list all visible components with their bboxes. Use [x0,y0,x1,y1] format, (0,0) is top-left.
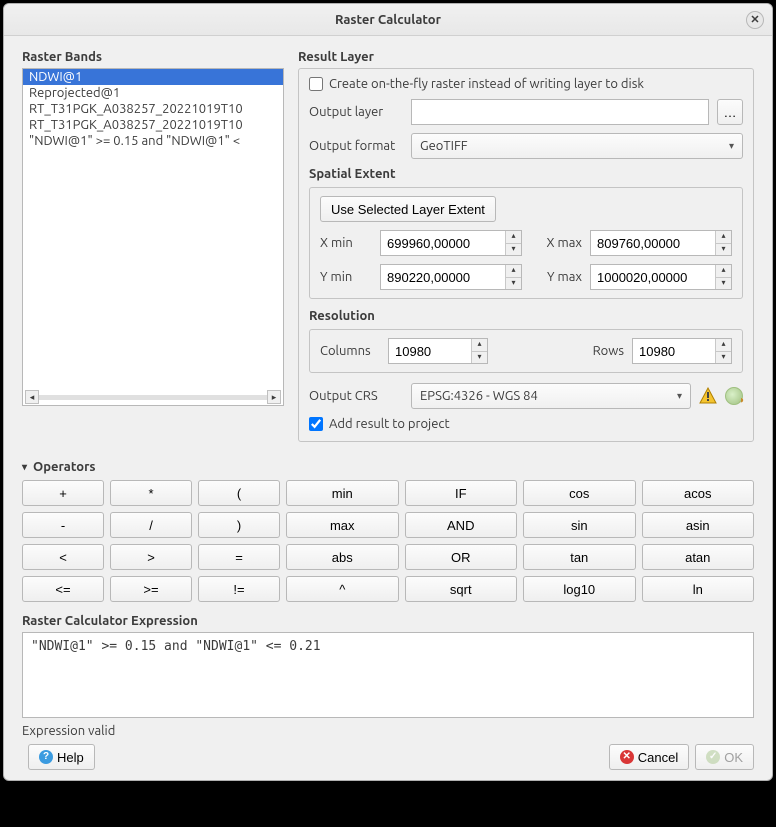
output-format-select[interactable]: GeoTIFF ▾ [411,133,743,159]
xmax-label: X max [530,236,582,250]
spin-down-icon[interactable]: ▾ [505,278,521,290]
operator-button[interactable]: ln [642,576,755,602]
raster-bands-hscroll[interactable]: ◂ ▸ [25,390,281,404]
xmax-input[interactable] [590,230,732,256]
spatial-extent-label: Spatial Extent [309,167,743,181]
spin-down-icon[interactable]: ▾ [471,352,487,364]
on-the-fly-checkbox[interactable] [309,77,323,91]
output-crs-label: Output CRS [309,389,403,403]
help-button[interactable]: ?Help [28,744,95,770]
scroll-left-icon[interactable]: ◂ [25,390,39,404]
cancel-icon: ✕ [620,750,634,764]
rows-label: Rows [572,344,624,358]
raster-band-item[interactable]: NDWI@1 [23,69,283,85]
raster-band-item[interactable]: RT_T31PGK_A038257_20221019T10 [23,117,283,133]
output-layer-label: Output layer [309,105,403,119]
status-text: Expression valid [22,724,754,738]
chevron-down-icon: ▾ [729,140,734,152]
operator-button[interactable]: asin [642,512,755,538]
chevron-down-icon: ▾ [22,461,27,473]
operator-button[interactable]: ) [198,512,280,538]
operator-button[interactable]: >= [110,576,192,602]
spin-up-icon[interactable]: ▴ [505,231,521,244]
operator-button[interactable]: < [22,544,104,570]
scroll-track[interactable] [39,395,267,400]
spin-down-icon[interactable]: ▾ [505,244,521,256]
raster-calculator-window: Raster Calculator ✕ Raster Bands NDWI@1R… [3,3,773,781]
operator-button[interactable]: AND [405,512,518,538]
browse-output-button[interactable]: … [717,99,743,125]
spin-down-icon[interactable]: ▾ [715,244,731,256]
select-crs-button[interactable] [725,387,743,405]
operator-button[interactable]: * [110,480,192,506]
ok-button[interactable]: ✓OK [695,744,754,770]
spin-up-icon[interactable]: ▴ [505,265,521,278]
chevron-down-icon: ▾ [677,390,682,402]
spin-up-icon[interactable]: ▴ [471,339,487,352]
operator-button[interactable]: min [286,480,399,506]
spin-down-icon[interactable]: ▾ [715,278,731,290]
raster-band-item[interactable]: "NDWI@1" >= 0.15 and "NDWI@1" < [23,133,283,149]
operator-button[interactable]: - [22,512,104,538]
ymin-input[interactable] [380,264,522,290]
window-title: Raster Calculator [335,13,441,27]
window-close-button[interactable]: ✕ [746,11,764,29]
ymax-label: Y max [530,270,582,284]
operator-button[interactable]: max [286,512,399,538]
operators-grid: +*(minIFcosacos-/)maxANDsinasin<>=absORt… [22,480,754,602]
operators-label: Operators [33,460,96,474]
raster-band-item[interactable]: Reprojected@1 [23,85,283,101]
operator-button[interactable]: IF [405,480,518,506]
use-selected-extent-button[interactable]: Use Selected Layer Extent [320,196,496,222]
operator-button[interactable]: OR [405,544,518,570]
spin-up-icon[interactable]: ▴ [715,339,731,352]
on-the-fly-label[interactable]: Create on-the-fly raster instead of writ… [329,77,644,91]
operator-button[interactable]: ( [198,480,280,506]
titlebar: Raster Calculator ✕ [4,4,772,36]
operator-button[interactable]: <= [22,576,104,602]
operator-button[interactable]: acos [642,480,755,506]
xmin-label: X min [320,236,372,250]
cancel-button[interactable]: ✕Cancel [609,744,689,770]
output-format-label: Output format [309,139,403,153]
scroll-right-icon[interactable]: ▸ [267,390,281,404]
operator-button[interactable]: > [110,544,192,570]
xmin-input[interactable] [380,230,522,256]
operator-button[interactable]: + [22,480,104,506]
output-crs-select[interactable]: EPSG:4326 - WGS 84 ▾ [411,383,691,409]
ok-icon: ✓ [706,750,720,764]
operator-button[interactable]: abs [286,544,399,570]
spin-up-icon[interactable]: ▴ [715,265,731,278]
columns-label: Columns [320,344,380,358]
expression-label: Raster Calculator Expression [22,614,754,628]
operator-button[interactable]: ^ [286,576,399,602]
operator-button[interactable]: tan [523,544,636,570]
raster-band-item[interactable]: RT_T31PGK_A038257_20221019T10 [23,101,283,117]
output-crs-value: EPSG:4326 - WGS 84 [420,389,538,403]
operator-button[interactable]: log10 [523,576,636,602]
ymin-label: Y min [320,270,372,284]
help-icon: ? [39,750,53,764]
raster-bands-label: Raster Bands [22,50,284,64]
operator-button[interactable]: / [110,512,192,538]
add-to-project-checkbox[interactable] [309,417,323,431]
raster-bands-list[interactable]: NDWI@1Reprojected@1RT_T31PGK_A038257_202… [22,68,284,406]
spin-down-icon[interactable]: ▾ [715,352,731,364]
operator-button[interactable]: cos [523,480,636,506]
expression-textarea[interactable]: "NDWI@1" >= 0.15 and "NDWI@1" <= 0.21 [22,632,754,718]
output-layer-input[interactable] [411,99,709,125]
spin-up-icon[interactable]: ▴ [715,231,731,244]
operator-button[interactable]: sin [523,512,636,538]
operator-button[interactable]: != [198,576,280,602]
result-layer-label: Result Layer [298,50,754,64]
operators-toggle[interactable]: ▾ Operators [22,460,754,474]
ymax-input[interactable] [590,264,732,290]
operator-button[interactable]: sqrt [405,576,518,602]
operator-button[interactable]: atan [642,544,755,570]
warning-icon [699,387,717,405]
add-to-project-label[interactable]: Add result to project [329,417,450,431]
resolution-label: Resolution [309,309,743,323]
operator-button[interactable]: = [198,544,280,570]
output-format-value: GeoTIFF [420,139,468,153]
